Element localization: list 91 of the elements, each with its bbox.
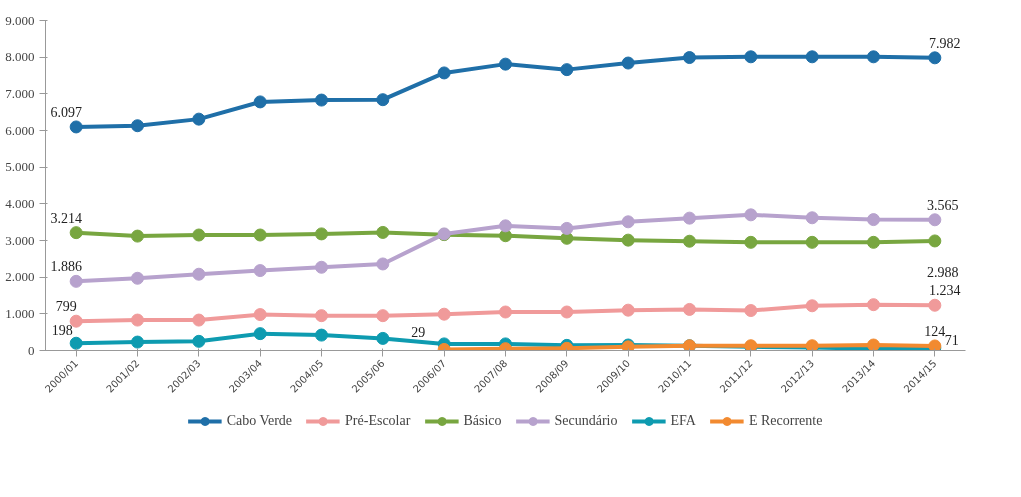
legend-label: Pré-Escolar	[345, 413, 411, 429]
point	[928, 51, 942, 65]
point	[253, 327, 267, 341]
point	[805, 211, 819, 225]
point	[192, 334, 206, 348]
y-tick-label: 1.000	[5, 305, 35, 321]
data-label: 198	[51, 323, 73, 339]
point	[192, 313, 206, 327]
y-tick-label: 2.000	[5, 269, 35, 285]
point	[621, 215, 635, 229]
point	[192, 267, 206, 281]
data-label: 124	[924, 323, 946, 339]
point	[499, 57, 512, 71]
y-tick-label: 8.000	[5, 49, 35, 65]
point	[928, 234, 942, 248]
point	[315, 93, 328, 107]
point	[683, 302, 696, 316]
point	[315, 328, 328, 342]
y-tick-label: 6.000	[5, 122, 35, 138]
data-label: 1.234	[929, 283, 961, 299]
point	[560, 63, 574, 77]
point	[131, 119, 144, 133]
point	[253, 264, 267, 278]
point	[805, 299, 819, 313]
data-label: 6.097	[50, 104, 82, 120]
point	[683, 234, 696, 248]
y-tick-label: 5.000	[5, 159, 35, 175]
point	[805, 50, 819, 64]
data-label: 3.214	[50, 210, 82, 226]
data-label: 71	[944, 332, 959, 348]
point	[621, 303, 635, 317]
legend-label: E Recorrente	[748, 413, 823, 429]
data-label: 799	[55, 299, 77, 315]
point	[315, 227, 328, 241]
y-tick-label: 9.000	[5, 12, 35, 28]
point	[560, 305, 574, 319]
y-tick-label: 3.000	[5, 232, 35, 248]
point	[744, 50, 758, 64]
point	[683, 211, 696, 225]
point	[867, 50, 880, 64]
point	[69, 120, 83, 134]
point	[805, 235, 819, 249]
point	[744, 208, 758, 222]
point	[437, 66, 451, 80]
point	[376, 257, 390, 271]
point	[621, 56, 635, 70]
point	[253, 228, 267, 242]
y-tick-label: 0	[28, 342, 35, 358]
y-tick-label: 7.000	[5, 85, 35, 101]
data-label: 3.565	[927, 197, 959, 213]
point	[437, 307, 451, 321]
legend-label: EFA	[670, 413, 696, 429]
point	[131, 335, 144, 349]
point	[253, 95, 267, 109]
point	[376, 225, 390, 239]
point	[131, 271, 144, 285]
point	[928, 213, 942, 227]
point	[744, 235, 758, 249]
point	[499, 229, 512, 243]
point	[192, 112, 206, 126]
point	[867, 235, 880, 249]
data-label: 29	[411, 325, 426, 341]
legend-label: Básico	[463, 413, 502, 429]
point	[928, 298, 942, 312]
point	[315, 309, 328, 323]
point	[69, 226, 83, 240]
point	[131, 229, 144, 243]
point	[376, 309, 390, 323]
point	[131, 313, 144, 327]
point	[192, 228, 206, 242]
point	[867, 338, 880, 351]
data-label: 2.988	[927, 264, 959, 280]
point	[253, 308, 267, 322]
point	[376, 93, 390, 107]
data-label: 1.886	[50, 259, 82, 275]
legend-label: Cabo Verde	[226, 413, 293, 429]
point	[315, 260, 328, 274]
point	[69, 336, 83, 350]
legend-label: Secundário	[554, 413, 618, 429]
y-tick-label: 4.000	[5, 195, 35, 211]
point	[560, 221, 574, 235]
point	[69, 274, 83, 288]
point	[683, 51, 696, 65]
point	[867, 213, 880, 227]
point	[499, 219, 512, 233]
data-label: 7.982	[929, 35, 961, 51]
point	[867, 298, 880, 312]
point	[744, 304, 758, 318]
point	[499, 305, 512, 319]
point	[376, 331, 390, 345]
point	[621, 233, 635, 247]
